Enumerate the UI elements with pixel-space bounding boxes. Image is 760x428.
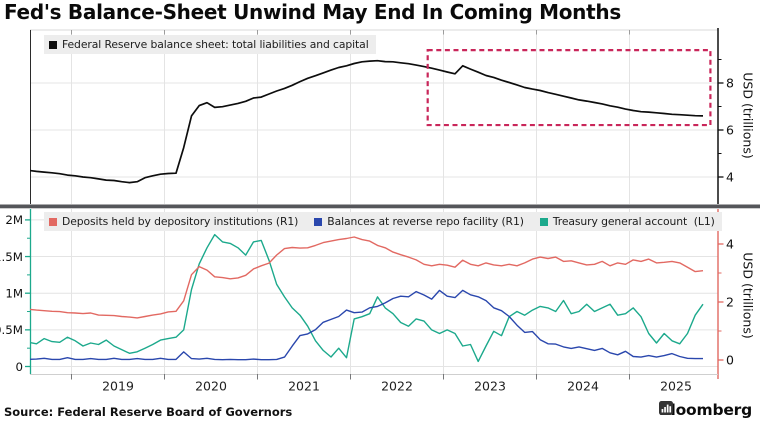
top-right-tick-label: 6 — [726, 123, 734, 138]
reverse-repo-line — [30, 289, 703, 361]
bottom-right-axis-title: USD (trillions) — [740, 252, 756, 339]
x-axis-year-label: 2021 — [288, 379, 320, 394]
legend-swatch-treasury-account — [539, 217, 548, 226]
deposits-line — [30, 236, 704, 319]
legend-item-deposits: Deposits held by depository institutions… — [49, 215, 298, 228]
bottom-right-tick-label: 4 — [726, 237, 734, 252]
bloomberg-logo-icon — [658, 401, 673, 415]
legend-label-reverse-repo: Balances at reverse repo facility (R1) — [327, 215, 524, 228]
balance-sheet-line — [30, 59, 704, 184]
x-axis-year-label: 2024 — [567, 379, 599, 394]
legend-bottom: Deposits held by depository institutions… — [44, 212, 722, 231]
bloomberg-brand: Bloomberg — [658, 401, 752, 419]
x-axis-year-label: 2023 — [474, 379, 506, 394]
x-axis-year-label: 2025 — [660, 379, 692, 394]
bottom-right-tick-label: 2 — [726, 295, 734, 310]
x-axis-year-label: 2019 — [102, 379, 134, 394]
source-credit: Source: Federal Reserve Board of Governo… — [4, 405, 293, 419]
x-axis-year-label: 2022 — [381, 379, 413, 394]
bottom-left-tick-label: 1.5M — [0, 250, 23, 264]
legend-label-balance-sheet: Federal Reserve balance sheet: total lia… — [62, 38, 369, 51]
top-right-tick-label: 8 — [726, 76, 734, 91]
panel-divider — [0, 204, 760, 209]
legend-item-balance-sheet: Federal Reserve balance sheet: total lia… — [49, 38, 369, 51]
legend-label-deposits: Deposits held by depository institutions… — [62, 215, 299, 228]
bottom-left-tick-label: 2M — [5, 213, 23, 227]
legend-item-treasury-account: Treasury general account (L1) — [539, 215, 715, 228]
bloomberg-wordmark: Bloomberg — [658, 401, 752, 419]
top-right-tick-label: 4 — [726, 170, 734, 185]
legend-label-treasury-account: Treasury general account (L1) — [552, 215, 715, 228]
treasury-account-line — [30, 233, 704, 363]
legend-swatch-balance-sheet — [49, 40, 57, 49]
x-axis-year-label: 2020 — [195, 379, 227, 394]
bottom-right-tick-label: 0 — [726, 353, 734, 368]
top-right-axis-title: USD (trillions) — [740, 72, 756, 159]
legend-top: Federal Reserve balance sheet: total lia… — [44, 35, 376, 54]
bottom-left-tick-label: 0.5M — [0, 323, 23, 337]
chart-title: Fed's Balance-Sheet Unwind May End In Co… — [4, 0, 621, 24]
legend-swatch-deposits — [49, 217, 57, 226]
legend-item-reverse-repo: Balances at reverse repo facility (R1) — [314, 215, 524, 228]
bottom-left-tick-label: 0 — [15, 360, 23, 374]
unwind-highlight-box — [426, 48, 712, 127]
legend-swatch-reverse-repo — [314, 217, 323, 226]
bottom-left-tick-label: 1M — [5, 287, 23, 301]
